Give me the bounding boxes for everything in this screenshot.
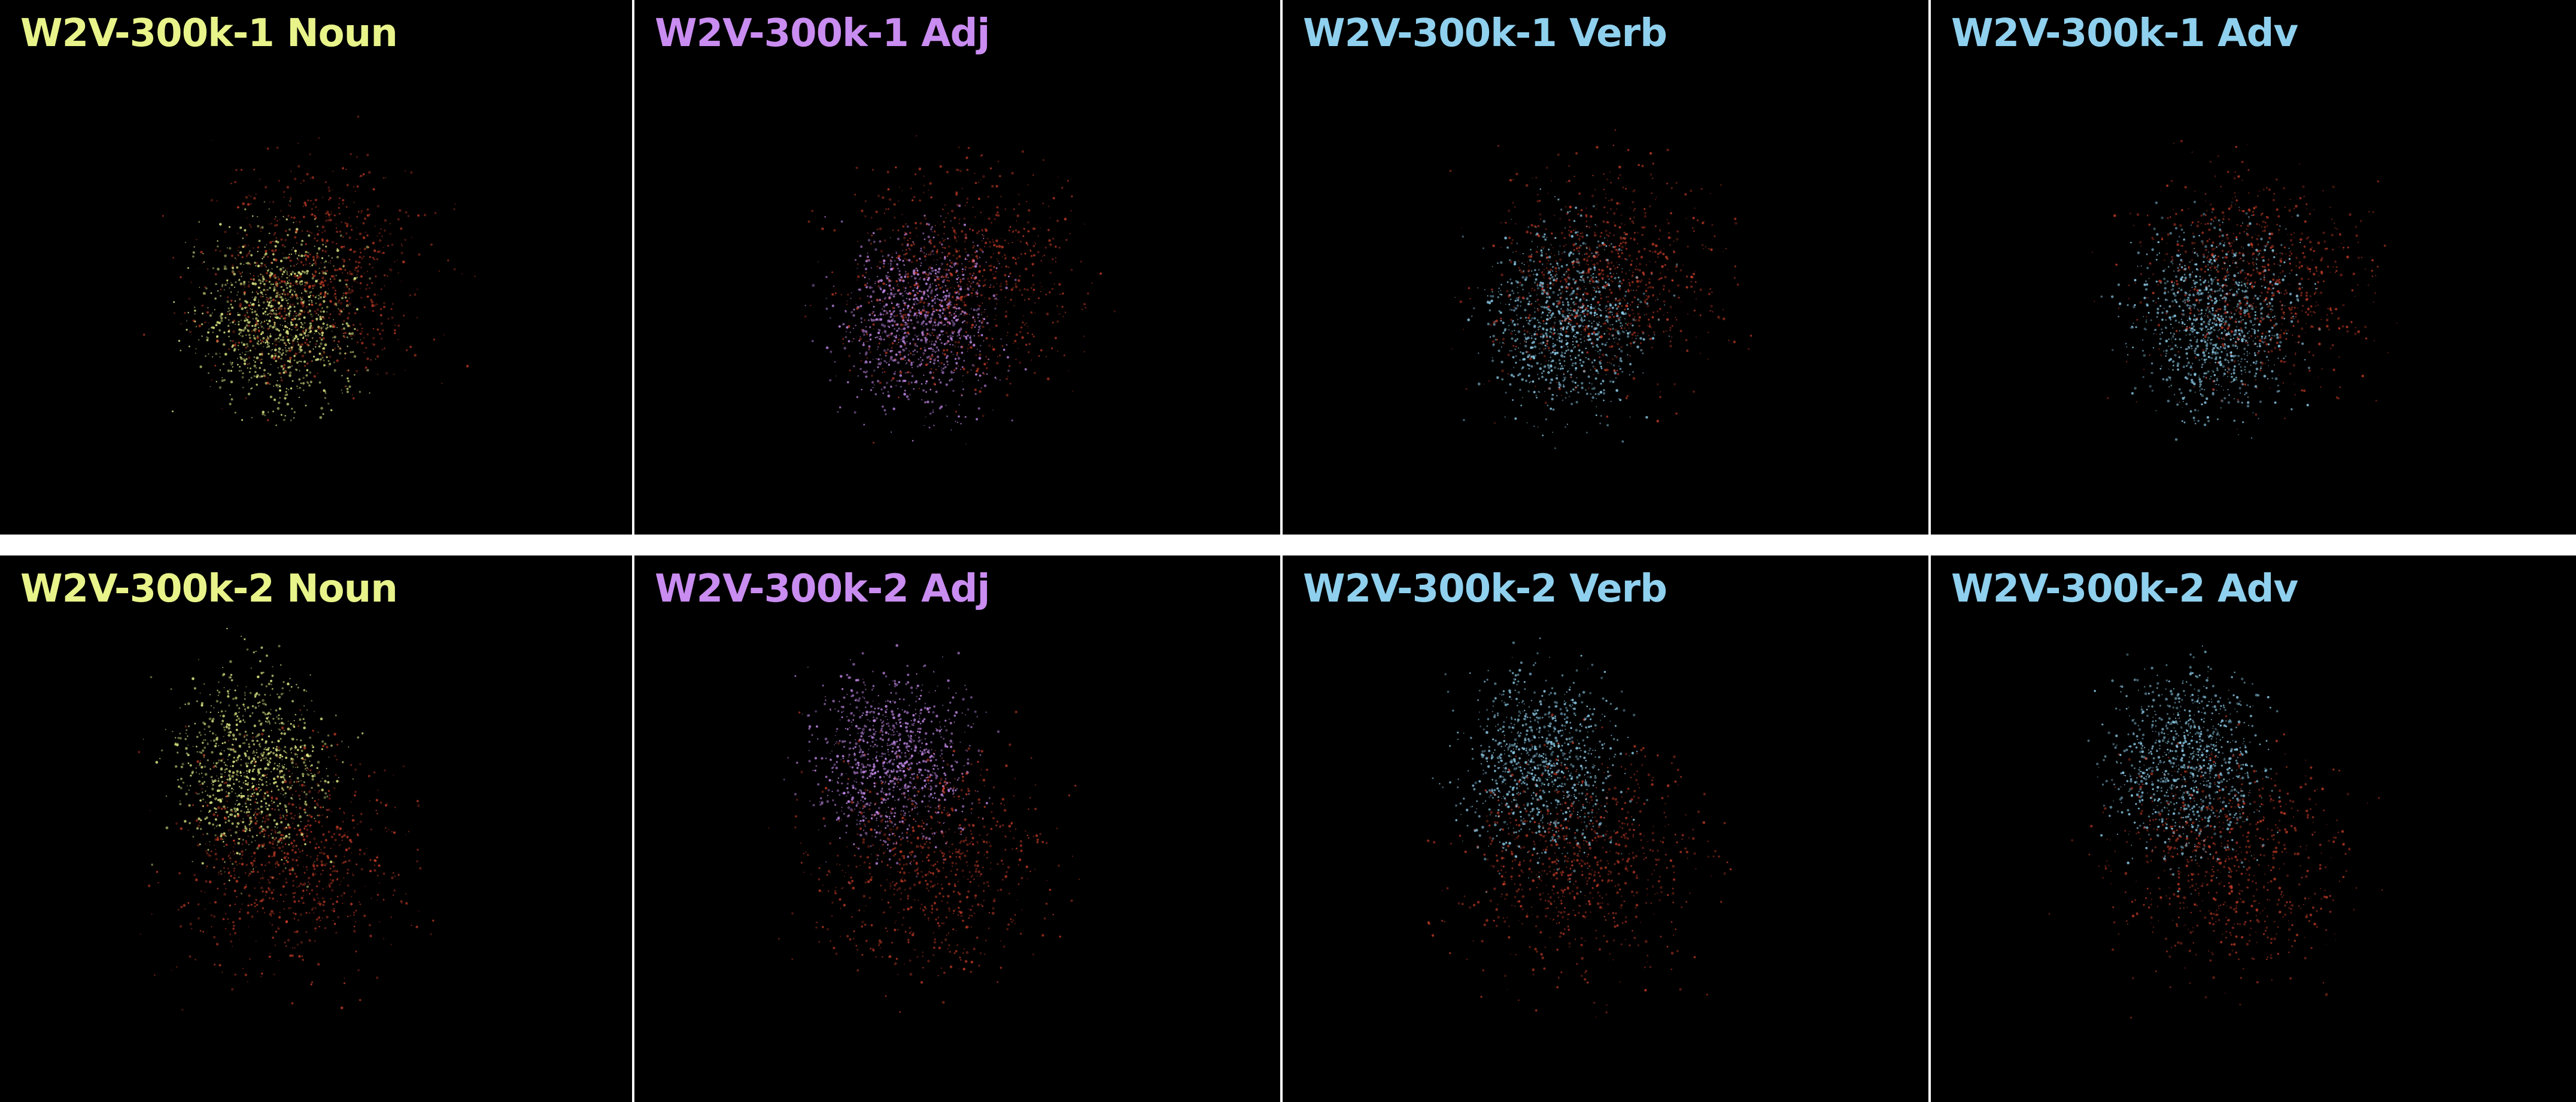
scatter-w2v-300k-1-verb — [1449, 129, 1752, 450]
panel-title: W2V-300k-2 Adv — [1951, 567, 2298, 611]
scatter-w2v-300k-2-noun — [138, 627, 435, 1011]
panel-title: W2V-300k-1 Noun — [20, 11, 398, 56]
scatter-w2v-300k-1-noun — [142, 116, 476, 426]
scatter-w2v-300k-2-adv — [2048, 645, 2383, 1019]
scatter-w2v-300k-2-verb — [1427, 637, 1732, 1018]
panel-w2v-300k-2-adj: W2V-300k-2 Adj — [634, 555, 1280, 1102]
panel-title: W2V-300k-2 Noun — [20, 567, 398, 611]
panel-title: W2V-300k-1 Adv — [1951, 11, 2298, 56]
panel-w2v-300k-2-noun: W2V-300k-2 Noun — [0, 555, 632, 1102]
panel-title: W2V-300k-2 Adj — [655, 567, 990, 611]
scatter-w2v-300k-2-adj — [768, 644, 1080, 1013]
scatter-w2v-300k-1-adj — [804, 135, 1116, 445]
panel-title: W2V-300k-1 Adj — [655, 11, 990, 56]
panel-w2v-300k-1-verb: W2V-300k-1 Verb — [1283, 0, 1928, 535]
panel-w2v-300k-1-adv: W2V-300k-1 Adv — [1931, 0, 2576, 535]
panel-w2v-300k-1-adj: W2V-300k-1 Adj — [634, 0, 1280, 535]
panel-title: W2V-300k-1 Verb — [1303, 11, 1667, 56]
scatter-w2v-300k-1-adv — [2092, 139, 2398, 441]
panel-title: W2V-300k-2 Verb — [1303, 567, 1667, 611]
panel-w2v-300k-2-verb: W2V-300k-2 Verb — [1283, 555, 1928, 1102]
panel-w2v-300k-2-adv: W2V-300k-2 Adv — [1931, 555, 2576, 1102]
panel-w2v-300k-1-noun: W2V-300k-1 Noun — [0, 0, 632, 535]
